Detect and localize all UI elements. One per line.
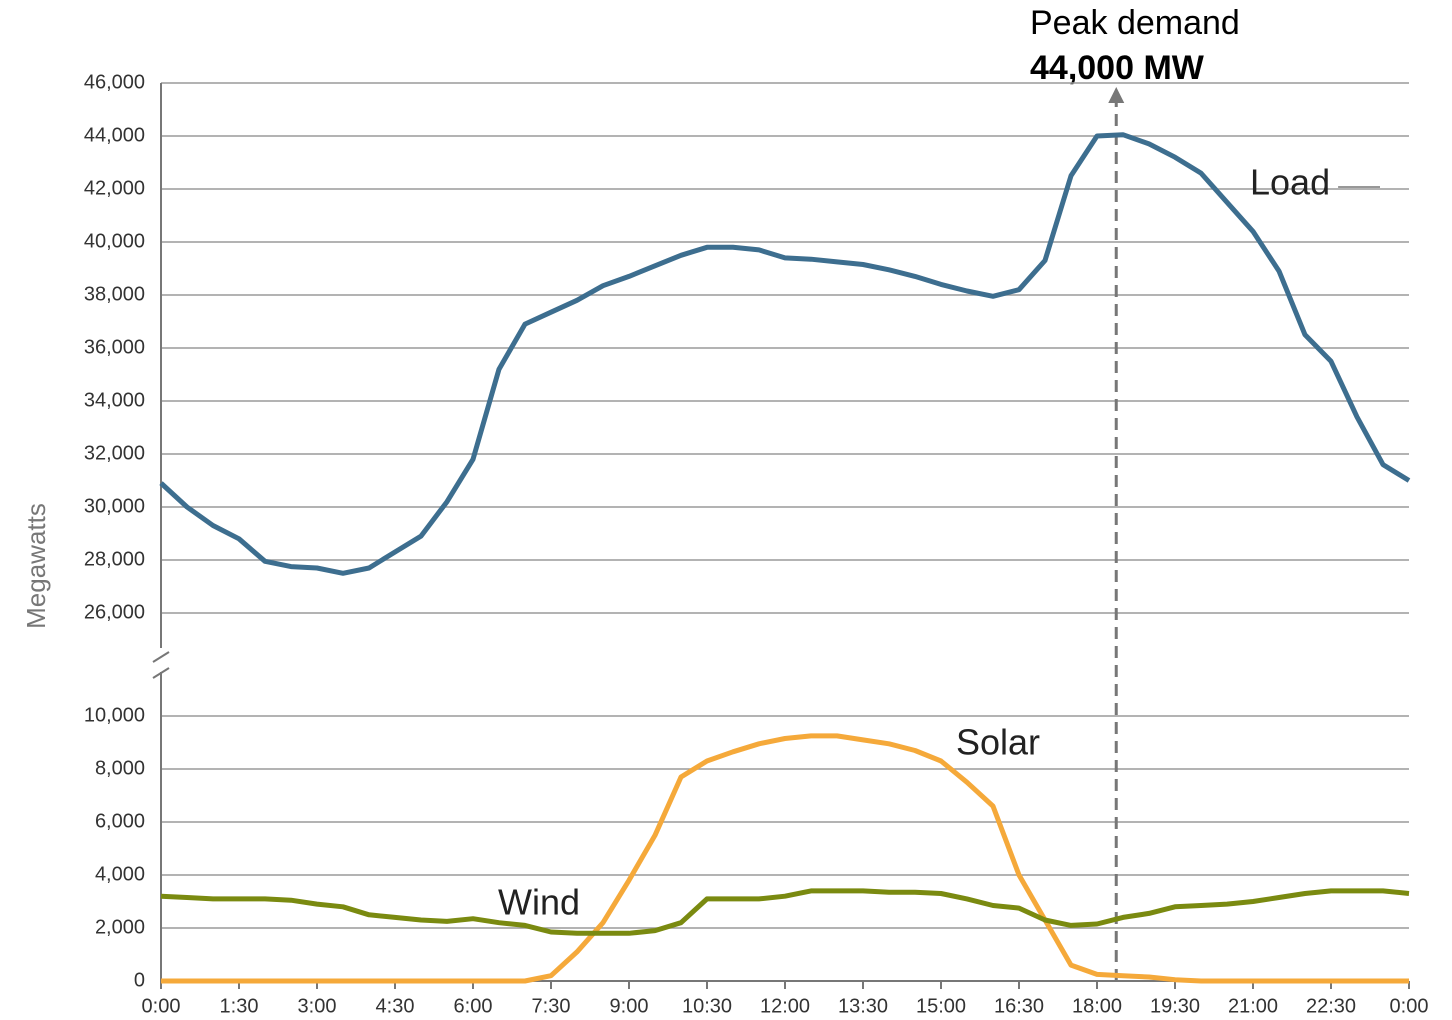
y-tick-label: 6,000 [95, 810, 145, 832]
annotation-title: Peak demand [1030, 4, 1240, 42]
axis-break [152, 667, 170, 679]
annotation-value: 44,000 MW [1030, 49, 1205, 87]
y-tick-label: 36,000 [84, 336, 145, 358]
y-axis-label: Megawatts [21, 503, 51, 629]
x-tick-label: 13:30 [838, 995, 888, 1017]
x-tick-label: 1:30 [220, 995, 259, 1017]
y-tick-label: 26,000 [84, 601, 145, 623]
y-tick-label: 42,000 [84, 177, 145, 199]
x-tick-label: 4:30 [376, 995, 415, 1017]
x-tick-label: 0:00 [142, 995, 181, 1017]
x-tick-label: 19:30 [1150, 995, 1200, 1017]
y-tick-label: 8,000 [95, 757, 145, 779]
y-tick-label: 30,000 [84, 495, 145, 517]
series-label: Wind [498, 882, 580, 923]
x-tick-label: 10:30 [682, 995, 732, 1017]
x-tick-label: 3:00 [298, 995, 337, 1017]
series-line [159, 132, 1411, 576]
series-line [161, 733, 1409, 984]
x-tick-label: 0:00 [1390, 995, 1429, 1017]
x-tick-label: 9:00 [610, 995, 649, 1017]
series-line [160, 888, 1410, 936]
y-tick-label: 4,000 [95, 863, 145, 885]
x-tick-label: 16:30 [994, 995, 1044, 1017]
x-tick-label: 15:00 [916, 995, 966, 1017]
y-tick-label: 28,000 [84, 548, 145, 570]
x-tick-label: 7:30 [532, 995, 571, 1017]
x-tick-label: 18:00 [1072, 995, 1122, 1017]
y-tick-label: 2,000 [95, 916, 145, 938]
y-tick-label: 40,000 [84, 230, 145, 252]
y-tick-label: 34,000 [84, 389, 145, 411]
x-tick-label: 22:30 [1306, 995, 1356, 1017]
series-label: Load [1250, 162, 1330, 203]
peak-arrow [1108, 87, 1125, 103]
x-tick-label: 12:00 [760, 995, 810, 1017]
axis-break [152, 651, 170, 663]
x-tick-label: 21:00 [1228, 995, 1278, 1017]
y-tick-label: 38,000 [84, 283, 145, 305]
y-tick-label: 46,000 [84, 71, 145, 93]
y-tick-label: 44,000 [84, 124, 145, 146]
y-tick-label: 0 [134, 969, 145, 991]
x-tick-label: 6:00 [454, 995, 493, 1017]
y-tick-label: 32,000 [84, 442, 145, 464]
series-label: Solar [956, 722, 1040, 763]
y-tick-label: 10,000 [84, 704, 145, 726]
